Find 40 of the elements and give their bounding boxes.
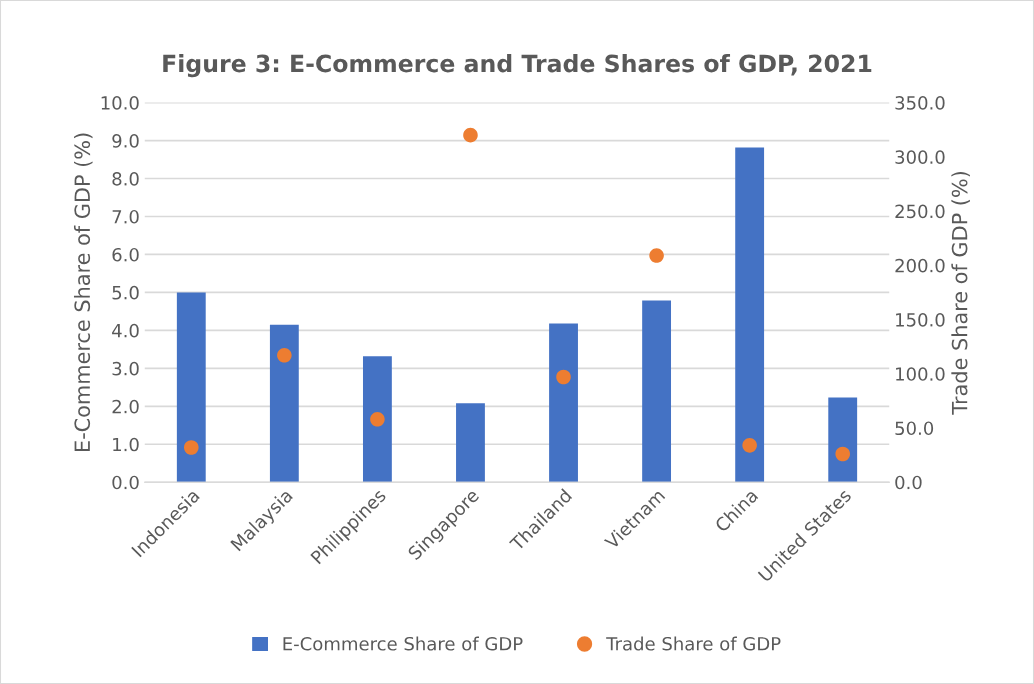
y2-tick-label: 300.0 — [895, 150, 945, 164]
point — [370, 412, 385, 427]
y2-tick-label: 100.0 — [896, 367, 945, 381]
y-tick-label: 8.0 — [112, 171, 139, 186]
y-tick-label: 5.0 — [112, 285, 139, 300]
y-tick-label: 9.0 — [112, 134, 139, 148]
bar — [828, 397, 858, 483]
point — [835, 446, 850, 462]
bar — [735, 147, 765, 483]
y2-tick-label: 200.0 — [895, 258, 945, 273]
y-tick-label: 2.0 — [112, 399, 139, 414]
legend-label: E-Commerce Share of GDP — [283, 636, 523, 651]
y2-tick-label: 350.0 — [895, 96, 945, 110]
point — [556, 369, 571, 385]
bar — [362, 356, 392, 483]
bar — [456, 403, 485, 483]
bar — [642, 300, 672, 483]
point — [649, 248, 664, 263]
y-tick-label: 1.0 — [113, 437, 139, 452]
y-tick-label: 4.0 — [112, 323, 139, 338]
legend-label: Trade Share of GDP — [606, 636, 781, 651]
y2-tick-label: 50.0 — [895, 421, 934, 436]
point — [742, 438, 757, 453]
y-tick-label: 3.0 — [112, 361, 139, 376]
point — [277, 348, 292, 363]
y-tick-label: 10.0 — [101, 96, 139, 110]
y-tick-label: 0.0 — [112, 475, 139, 490]
y2-axis-title: Trade Share of GDP (%) — [951, 171, 970, 415]
y2-tick-label: 250.0 — [895, 204, 945, 219]
y2-tick-label: 150.0 — [896, 312, 945, 327]
y2-tick-label: 0.0 — [895, 475, 922, 490]
bar — [549, 323, 578, 483]
chart-title: Figure 3: E-Commerce and Trade Shares of GDP, 2021 — [163, 54, 872, 78]
y-axis-title: E-Commerce Share of GDP (%) — [73, 133, 93, 451]
y-tick-label: 7.0 — [112, 209, 139, 224]
bar — [269, 324, 299, 483]
y-tick-label: 6.0 — [112, 247, 139, 262]
bar — [176, 292, 206, 483]
point — [463, 127, 478, 143]
point — [184, 440, 199, 455]
